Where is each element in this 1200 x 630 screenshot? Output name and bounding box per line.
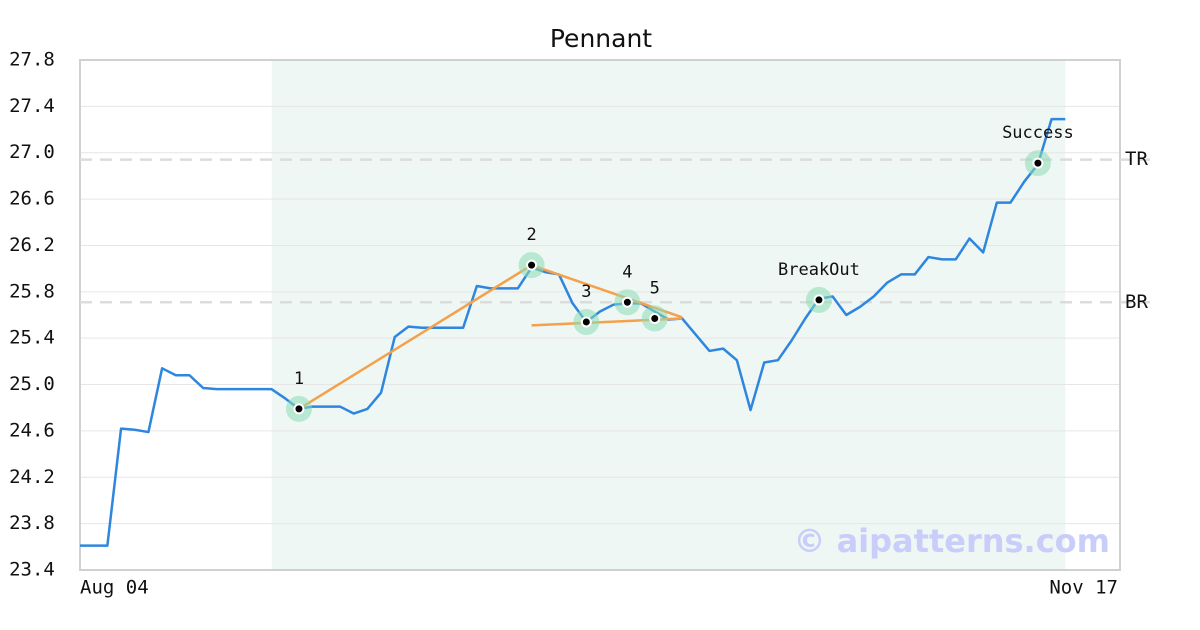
price-line bbox=[80, 117, 1066, 547]
point-label: 3 bbox=[581, 282, 591, 302]
point-dot bbox=[649, 312, 661, 324]
point-label: BreakOut bbox=[778, 260, 860, 280]
y-tick-label: 24.2 bbox=[9, 466, 55, 488]
point-label: 5 bbox=[650, 278, 660, 298]
point-label: 4 bbox=[622, 262, 632, 282]
point-dot bbox=[293, 403, 305, 415]
point-dot bbox=[1032, 157, 1044, 169]
y-tick-label: 27.0 bbox=[9, 141, 55, 163]
point-dot bbox=[580, 316, 592, 328]
x-tick-label: Aug 04 bbox=[80, 577, 149, 599]
y-tick-label: 24.6 bbox=[9, 419, 55, 441]
y-tick-label: 26.6 bbox=[9, 188, 55, 210]
y-tick-label: 23.8 bbox=[9, 512, 55, 534]
shaded-region bbox=[271, 60, 1066, 570]
x-tick-label: Nov 17 bbox=[1049, 577, 1118, 599]
point-label: Success bbox=[1002, 123, 1074, 143]
point-dot bbox=[621, 296, 633, 308]
point-label: 1 bbox=[294, 369, 304, 389]
y-tick-label: 25.4 bbox=[9, 327, 55, 349]
y-tick-label: 27.8 bbox=[9, 49, 55, 71]
y-tick-label: 27.4 bbox=[9, 95, 55, 117]
y-tick-label: 25.0 bbox=[9, 373, 55, 395]
point-label: 2 bbox=[526, 225, 536, 245]
reference-label: TR bbox=[1125, 148, 1148, 170]
y-tick-label: 26.2 bbox=[9, 234, 55, 256]
point-dot bbox=[526, 259, 538, 271]
reference-label: BR bbox=[1125, 291, 1148, 313]
plot-frame bbox=[79, 59, 1121, 571]
y-tick-label: 25.8 bbox=[9, 280, 55, 302]
watermark: © aipatterns.com bbox=[793, 522, 1110, 560]
point-dot bbox=[813, 294, 825, 306]
y-tick-label: 23.4 bbox=[9, 559, 55, 581]
chart-title: Pennant bbox=[550, 24, 652, 53]
trendline bbox=[298, 264, 533, 410]
